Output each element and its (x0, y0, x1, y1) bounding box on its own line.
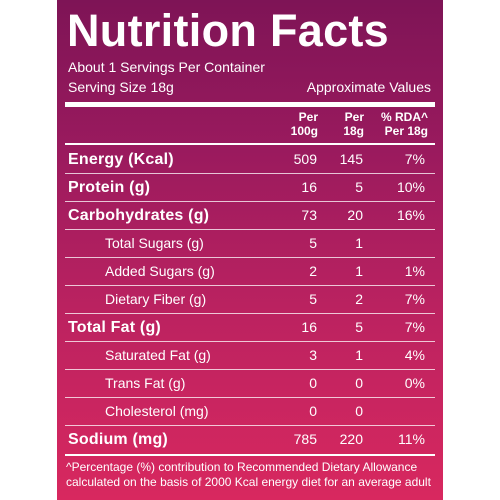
value-per-100g: 785 (293, 431, 317, 447)
column-header-line: Per (298, 110, 318, 124)
value-per-18g: 5 (355, 319, 363, 335)
column-header-line: 100g (290, 124, 318, 138)
value-per-18g: 20 (347, 207, 363, 223)
value-per-18g: 5 (355, 179, 363, 195)
column-header-rda: % RDA^ Per 18g (381, 110, 428, 138)
value-per-18g: 2 (355, 291, 363, 307)
nutrient-row: Carbohydrates (g) 73 20 16% (65, 202, 435, 230)
thick-divider (65, 102, 435, 107)
column-header-per-18g: Per 18g (343, 110, 364, 138)
nutrient-label: Trans Fat (g) (105, 375, 186, 391)
nutrient-row: Energy (Kcal) 509 145 7% (65, 146, 435, 174)
value-per-18g: 1 (355, 263, 363, 279)
nutrient-row: Cholesterol (mg) 0 0 (65, 398, 435, 426)
value-per-100g: 16 (301, 319, 317, 335)
servings-per-container: About 1 Servings Per Container (68, 59, 265, 75)
serving-size: Serving Size 18g (68, 79, 174, 95)
column-header-line: 18g (343, 124, 364, 138)
nutrient-label: Dietary Fiber (g) (105, 291, 207, 307)
value-per-100g: 16 (301, 179, 317, 195)
column-header-per-100g: Per 100g (291, 110, 318, 138)
rda-footnote: ^Percentage (%) contribution to Recommen… (66, 460, 438, 490)
value-per-100g: 5 (309, 235, 317, 251)
footer-divider (65, 454, 435, 456)
column-header-line: Per 18g (384, 124, 428, 138)
nutrient-label: Protein (g) (68, 179, 151, 196)
value-per-100g: 0 (309, 403, 317, 419)
nutrient-row: Added Sugars (g) 2 1 1% (65, 258, 435, 286)
nutrient-row: Trans Fat (g) 0 0 0% (65, 370, 435, 398)
nutrient-label: Saturated Fat (g) (105, 347, 211, 363)
header-divider (65, 143, 435, 145)
value-per-100g: 5 (309, 291, 317, 307)
footnote-line: calculated on the basis of 2000 Kcal ene… (66, 475, 431, 489)
nutrient-row: Protein (g) 16 5 10% (65, 174, 435, 202)
nutrient-row: Dietary Fiber (g) 5 2 7% (65, 286, 435, 314)
nutrition-facts-panel: Nutrition Facts About 1 Servings Per Con… (57, 0, 443, 500)
nutrient-row: Total Sugars (g) 5 1 (65, 230, 435, 258)
value-per-100g: 0 (309, 375, 317, 391)
nutrient-label: Sodium (mg) (68, 431, 168, 448)
approximate-values-note: Approximate Values (306, 79, 431, 95)
footnote-line: ^Percentage (%) contribution to Recommen… (66, 460, 418, 474)
value-rda: 10% (396, 179, 425, 195)
value-rda: 7% (404, 151, 425, 167)
value-per-18g: 145 (339, 151, 363, 167)
nutrient-row: Total Fat (g) 16 5 7% (65, 314, 435, 342)
nutrient-label: Total Fat (g) (68, 319, 161, 336)
page-title: Nutrition Facts (67, 5, 390, 56)
value-per-18g: 220 (339, 431, 363, 447)
value-per-100g: 2 (309, 263, 317, 279)
value-per-18g: 1 (355, 347, 363, 363)
nutrient-row: Sodium (mg) 785 220 11% (65, 426, 435, 453)
nutrient-label: Added Sugars (g) (105, 263, 215, 279)
value-per-18g: 1 (355, 235, 363, 251)
value-rda: 0% (404, 375, 425, 391)
value-per-100g: 73 (301, 207, 317, 223)
value-rda: 16% (396, 207, 425, 223)
column-header-line: % RDA^ (380, 110, 428, 124)
value-per-18g: 0 (355, 375, 363, 391)
value-per-100g: 509 (293, 151, 317, 167)
value-per-100g: 3 (309, 347, 317, 363)
value-rda: 7% (404, 319, 425, 335)
nutrient-label: Cholesterol (mg) (105, 403, 209, 419)
nutrient-label: Carbohydrates (g) (68, 207, 210, 224)
value-rda: 11% (398, 431, 425, 447)
nutrient-label: Energy (Kcal) (68, 151, 174, 168)
value-rda: 7% (404, 291, 425, 307)
value-per-18g: 0 (355, 403, 363, 419)
value-rda: 4% (404, 347, 425, 363)
column-header-line: Per (344, 110, 364, 124)
nutrient-label: Total Sugars (g) (105, 235, 204, 251)
value-rda: 1% (404, 263, 425, 279)
nutrient-row: Saturated Fat (g) 3 1 4% (65, 342, 435, 370)
